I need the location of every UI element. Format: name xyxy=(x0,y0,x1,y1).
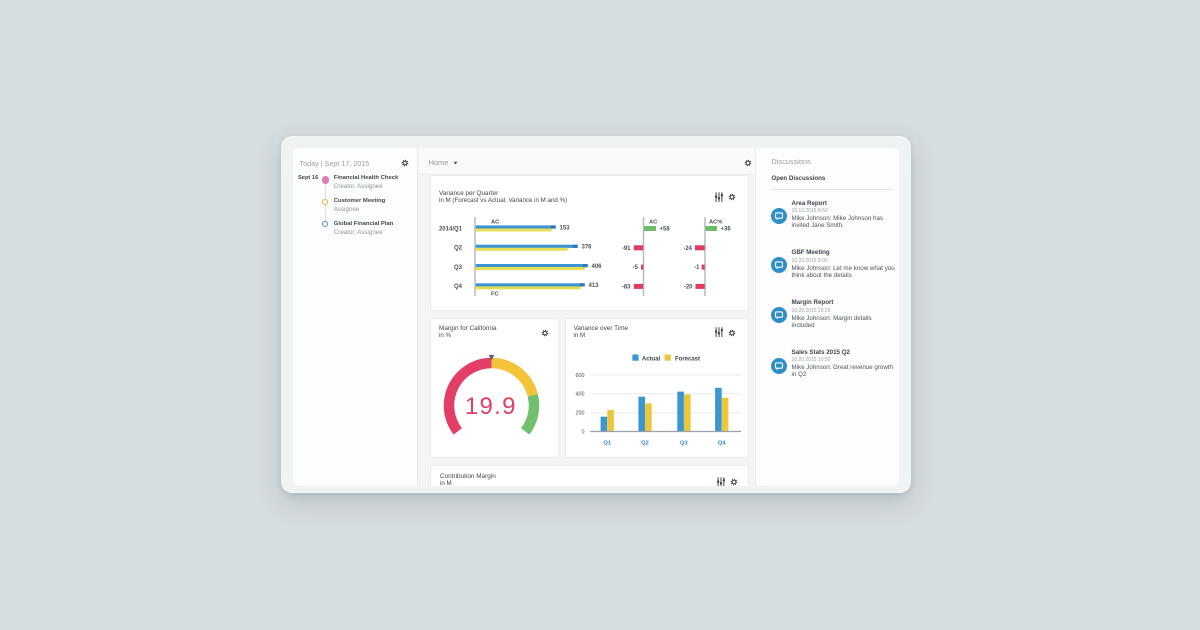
svg-text:Q4: Q4 xyxy=(718,440,727,446)
svg-text:-5: -5 xyxy=(633,265,639,271)
svg-text:19.9: 19.9 xyxy=(465,393,517,420)
svg-text:-83: -83 xyxy=(622,285,631,291)
svg-text:Q4: Q4 xyxy=(454,284,463,290)
svg-text:-20: -20 xyxy=(684,285,693,291)
svg-text:Q3: Q3 xyxy=(454,265,463,271)
svg-text:AC%: AC% xyxy=(709,220,723,226)
svg-text:Actual: Actual xyxy=(642,356,661,362)
svg-text:AC: AC xyxy=(491,220,500,226)
svg-text:Forecast: Forecast xyxy=(675,356,700,362)
svg-text:Q2: Q2 xyxy=(454,246,463,252)
svg-text:Q2: Q2 xyxy=(641,440,649,446)
svg-text:FC: FC xyxy=(491,291,500,297)
svg-text:0: 0 xyxy=(582,429,585,435)
svg-text:406: 406 xyxy=(592,264,603,270)
svg-text:200: 200 xyxy=(576,411,585,417)
svg-text:-1: -1 xyxy=(694,265,700,271)
svg-text:376: 376 xyxy=(582,245,593,251)
svg-text:+36: +36 xyxy=(721,227,732,233)
svg-text:400: 400 xyxy=(576,392,585,398)
svg-text:Q1: Q1 xyxy=(603,440,612,446)
svg-text:153: 153 xyxy=(560,225,571,231)
svg-text:2014/Q1: 2014/Q1 xyxy=(439,226,463,232)
svg-text:Q3: Q3 xyxy=(680,440,689,446)
svg-text:-24: -24 xyxy=(683,246,692,252)
svg-text:AC: AC xyxy=(649,220,658,226)
svg-text:600: 600 xyxy=(576,373,585,379)
svg-text:-91: -91 xyxy=(622,246,631,252)
svg-text:413: 413 xyxy=(589,283,600,289)
svg-text:+58: +58 xyxy=(660,227,671,233)
